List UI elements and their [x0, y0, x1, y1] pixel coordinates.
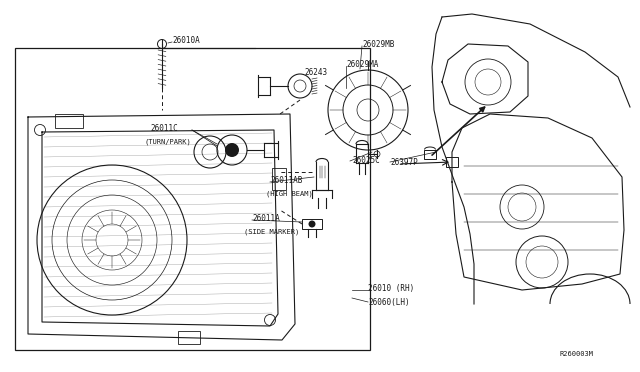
Text: 26011C: 26011C: [150, 124, 178, 132]
Circle shape: [225, 143, 239, 157]
Text: 26060(LH): 26060(LH): [368, 298, 410, 307]
Bar: [15, 48, 370, 350]
Text: 26010 (RH): 26010 (RH): [368, 283, 414, 292]
Text: 26243: 26243: [304, 67, 327, 77]
Text: 26011A: 26011A: [252, 214, 280, 222]
Bar: [55, 114, 83, 128]
Bar: [178, 331, 200, 344]
Bar: [302, 219, 322, 229]
Text: 26025C: 26025C: [352, 155, 380, 164]
Text: 26010A: 26010A: [172, 35, 200, 45]
Text: 26011AB: 26011AB: [270, 176, 302, 185]
Bar: [424, 150, 435, 158]
Text: R260003M: R260003M: [560, 351, 594, 357]
Text: (SIDE MARKER): (SIDE MARKER): [244, 229, 300, 235]
Text: 26397P: 26397P: [390, 157, 418, 167]
Text: (TURN/PARK): (TURN/PARK): [144, 139, 191, 145]
Circle shape: [308, 221, 316, 228]
Text: 26029MB: 26029MB: [362, 39, 394, 48]
Bar: [272, 168, 286, 190]
Bar: [446, 157, 458, 167]
Text: (HIGH BEAM): (HIGH BEAM): [266, 191, 313, 197]
Text: 26029MA: 26029MA: [346, 60, 378, 68]
